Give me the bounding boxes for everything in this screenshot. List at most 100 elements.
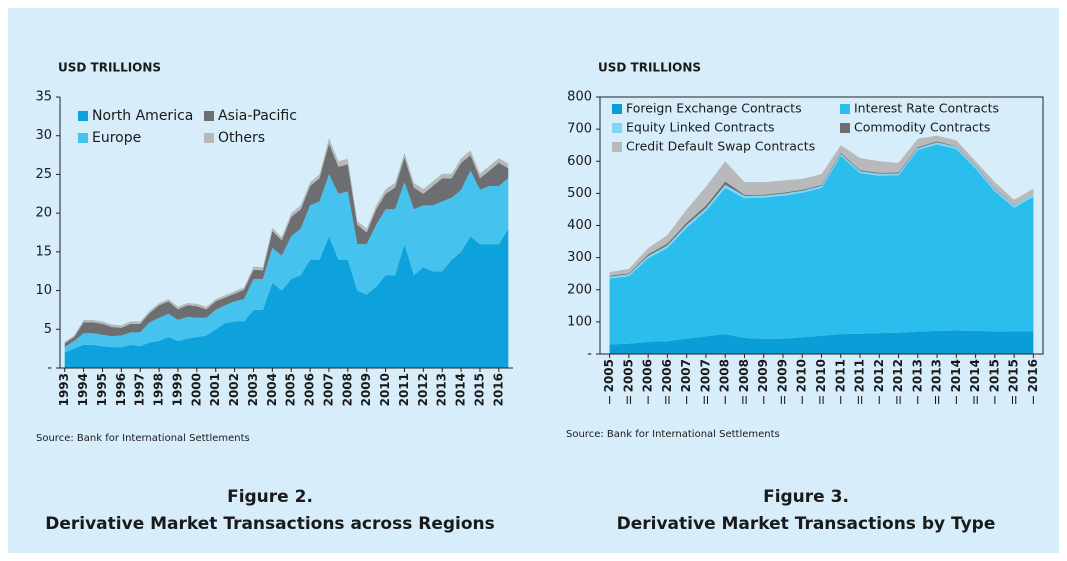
x-sub-label: I: [955, 394, 958, 407]
x-tick-label: 2006: [660, 359, 674, 392]
y-tick-label: 200: [567, 282, 592, 297]
legend-swatch: [840, 123, 850, 133]
x-sub-label: I: [839, 394, 842, 407]
x-sub-label: II: [703, 394, 710, 407]
x-sub-label: II: [780, 394, 787, 407]
legend-swatch: [612, 142, 622, 152]
x-tick-label: 2015: [472, 373, 486, 406]
area: [609, 135, 1034, 276]
x-tick-label: 2012: [891, 359, 905, 392]
x-tick-label: 2004: [265, 373, 279, 406]
y-tick-label: 10: [35, 283, 52, 298]
legend-label: Europe: [92, 130, 141, 146]
caption-number: Figure 2.: [227, 487, 313, 507]
x-tick-label: 2013: [910, 359, 924, 392]
x-tick-label: 2013: [930, 359, 944, 392]
x-tick-label: 2015: [987, 359, 1001, 392]
x-tick-label: 2000: [189, 373, 203, 406]
x-tick-label: 1993: [57, 373, 71, 406]
legend-label: Asia-Pacific: [218, 108, 297, 124]
x-tick-label: 2003: [246, 373, 260, 406]
area: [609, 144, 1034, 345]
x-tick-label: 2005: [621, 359, 635, 392]
x-sub-label: I: [608, 394, 611, 407]
x-tick-label: 2002: [227, 373, 241, 406]
source-note: Source: Bank for International Settlemen…: [36, 433, 250, 444]
x-tick-label: 2014: [968, 359, 982, 392]
x-sub-label: II: [895, 394, 902, 407]
y-tick-label: 400: [567, 218, 592, 233]
y-tick-label: 30: [35, 128, 52, 143]
x-tick-label: 2016: [491, 373, 505, 406]
y-tick-label: 100: [567, 314, 592, 329]
source-note: Source: Bank for International Settlemen…: [566, 429, 780, 440]
x-tick-label: 2001: [208, 373, 222, 406]
x-tick-label: 2010: [795, 359, 809, 392]
legend-label: Credit Default Swap Contracts: [626, 139, 815, 154]
legend-label: North America: [92, 108, 193, 124]
legend-swatch: [204, 111, 214, 121]
x-sub-label: II: [934, 394, 941, 407]
x-sub-label: I: [916, 394, 919, 407]
area: [64, 228, 509, 368]
legend-swatch: [78, 111, 88, 121]
legend-label: Foreign Exchange Contracts: [626, 101, 802, 116]
x-sub-label: II: [818, 394, 825, 407]
x-sub-label: II: [1011, 394, 1018, 407]
x-sub-label: II: [664, 394, 671, 407]
x-tick-label: 2009: [359, 373, 373, 406]
x-tick-label: 2016: [1026, 359, 1040, 392]
y-tick-label: -: [47, 361, 52, 376]
x-sub-label: I: [762, 394, 765, 407]
legend-swatch: [612, 104, 622, 114]
y-axis-title: USD TRILLIONS: [58, 61, 161, 75]
y-tick-label: 5: [44, 322, 52, 337]
legend-swatch: [204, 133, 214, 143]
y-tick-label: 500: [567, 186, 592, 201]
x-tick-label: 1996: [114, 373, 128, 406]
x-tick-label: 2010: [814, 359, 828, 392]
legend-label: Others: [218, 130, 265, 146]
x-tick-label: 2006: [303, 373, 317, 406]
y-tick-label: 35: [35, 90, 52, 105]
x-sub-label: II: [857, 394, 864, 407]
y-tick-label: -: [587, 347, 592, 362]
legend-swatch: [78, 133, 88, 143]
x-tick-label: 2009: [775, 359, 789, 392]
x-sub-label: II: [626, 394, 633, 407]
x-tick-label: 1998: [152, 373, 166, 406]
x-sub-label: II: [972, 394, 979, 407]
x-tick-label: 1999: [170, 373, 184, 406]
area: [64, 170, 509, 353]
legend-label: Equity Linked Contracts: [626, 120, 775, 135]
legend-label: Interest Rate Contracts: [854, 101, 999, 116]
caption-title: Derivative Market Transactions across Re…: [45, 514, 495, 534]
area: [609, 330, 1034, 354]
x-tick-label: 2008: [340, 373, 354, 406]
caption-title: Derivative Market Transactions by Type: [617, 514, 996, 534]
x-tick-label: 2005: [284, 373, 298, 406]
legend-swatch: [840, 104, 850, 114]
x-tick-label: 2006: [641, 359, 655, 392]
x-tick-label: 2011: [833, 359, 847, 392]
x-tick-label: 2005: [602, 359, 616, 392]
x-sub-label: I: [647, 394, 650, 407]
x-tick-label: 2012: [416, 373, 430, 406]
x-tick-label: 2007: [321, 373, 335, 406]
x-sub-label: I: [878, 394, 881, 407]
x-tick-label: 2010: [378, 373, 392, 406]
area: [64, 143, 509, 348]
x-tick-label: 2009: [756, 359, 770, 392]
x-sub-label: I: [993, 394, 996, 407]
y-axis-title: USD TRILLIONS: [598, 61, 701, 75]
area: [64, 138, 509, 344]
x-sub-label: I: [801, 394, 804, 407]
x-tick-label: 1997: [133, 373, 147, 406]
y-tick-label: 300: [567, 250, 592, 265]
y-tick-label: 800: [567, 90, 592, 105]
x-tick-label: 2014: [454, 373, 468, 406]
x-tick-label: 2007: [698, 359, 712, 392]
y-tick-label: 15: [35, 244, 52, 259]
x-tick-label: 2012: [872, 359, 886, 392]
